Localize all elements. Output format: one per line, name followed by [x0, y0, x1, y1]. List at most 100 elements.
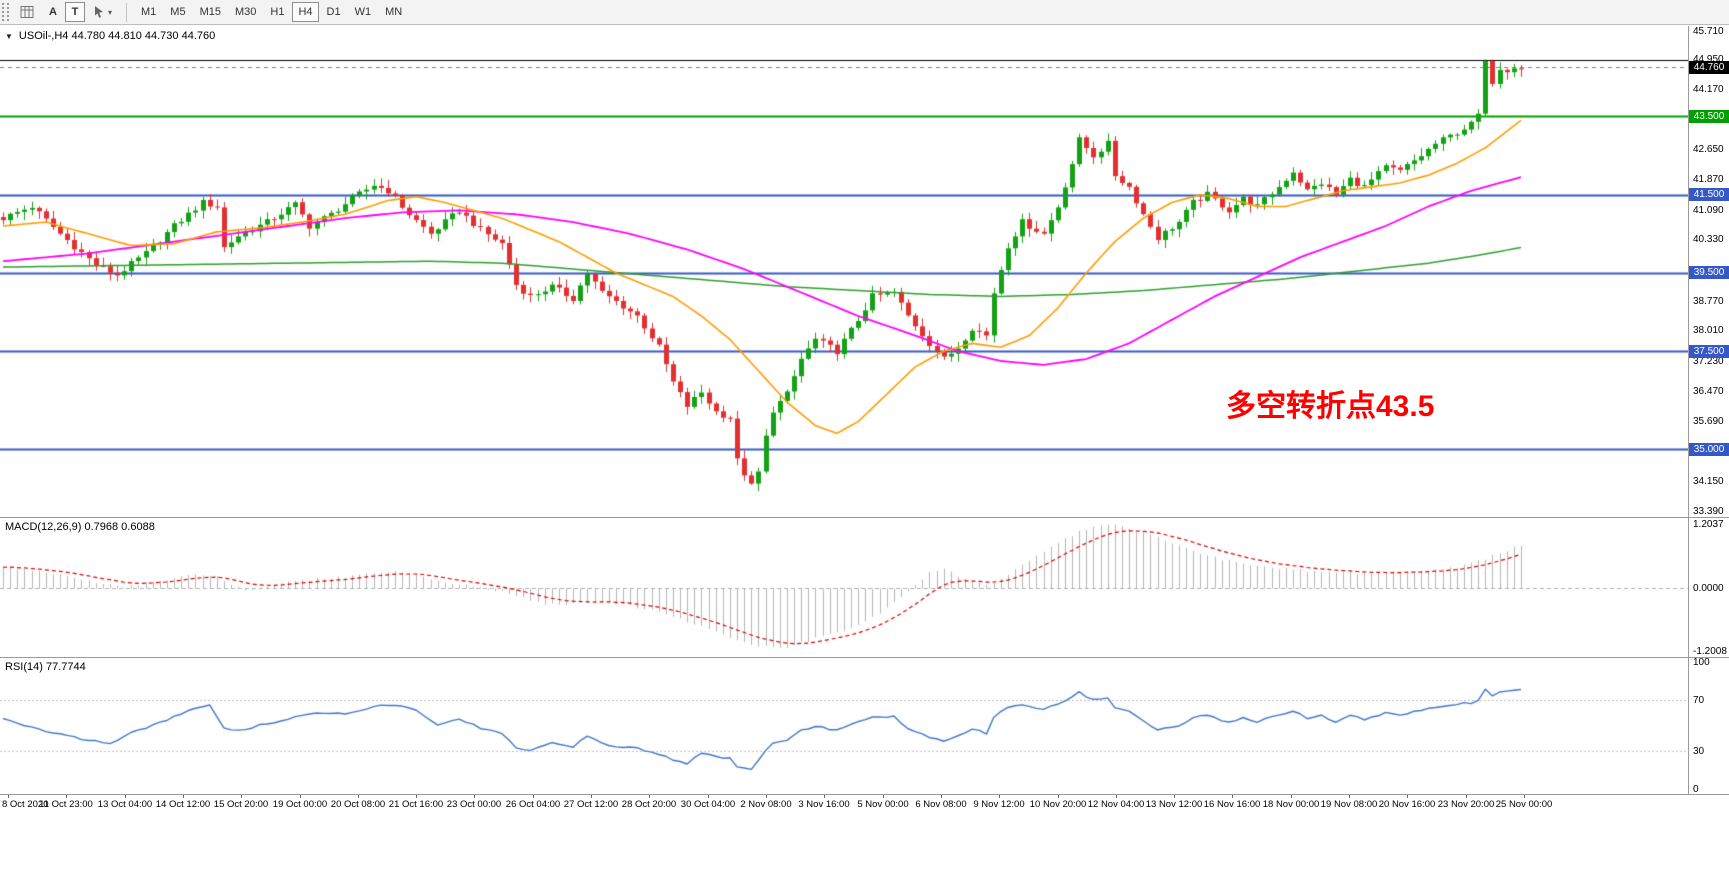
- macd-scale[interactable]: 1.2037 0.0000 -1.2008: [1689, 518, 1729, 657]
- time-label: 5 Nov 00:00: [857, 799, 909, 810]
- time-tick: [708, 795, 709, 798]
- time-label: 23 Oct 00:00: [446, 799, 502, 810]
- time-label: 9 Nov 12:00: [973, 799, 1025, 810]
- time-tick: [824, 795, 825, 798]
- dropdown-caret-icon: ▾: [108, 7, 113, 17]
- time-tick: [533, 795, 534, 798]
- price-scale[interactable]: 45.710 44.950 44.170 42.650 41.870 41.090 40.3…: [1689, 26, 1729, 517]
- time-tick: [241, 795, 242, 798]
- time-label: 10 Nov 20:00: [1029, 799, 1087, 810]
- price-tick-label: 38.770: [1693, 295, 1724, 307]
- price-tick-label: 42.650: [1693, 143, 1724, 155]
- time-label: 28 Oct 20:00: [621, 799, 677, 810]
- rsi-tick-label: 100: [1693, 657, 1710, 668]
- price-tick-label: 44.170: [1693, 84, 1724, 96]
- grid-icon[interactable]: [14, 2, 41, 22]
- text-annotation-tool[interactable]: A: [43, 2, 63, 22]
- chart-annotation: 多空转折点43.5: [1226, 390, 1435, 423]
- price-chart-canvas[interactable]: [0, 26, 1688, 517]
- time-tick: [1349, 795, 1350, 798]
- time-axis[interactable]: 8 Oct 2020 11 Oct 23:00 13 Oct 04:00 14 Oct…: [0, 795, 1729, 888]
- time-label: 12 Nov 04:00: [1087, 799, 1145, 810]
- price-tick-label: 35.690: [1693, 416, 1724, 428]
- time-tick: [358, 795, 359, 798]
- price-scale-separator: [1688, 26, 1689, 794]
- price-level-box: 37.500: [1689, 344, 1729, 358]
- time-label: 14 Oct 12:00: [155, 799, 211, 810]
- time-tick: [1466, 795, 1467, 798]
- rsi-scale[interactable]: 100 70 30 0: [1689, 657, 1729, 795]
- rsi-canvas[interactable]: [0, 658, 1688, 794]
- time-tick: [8, 795, 9, 798]
- timeframe-h4[interactable]: H4: [292, 2, 319, 22]
- chart-title: ▼ USOil-,H4 44.780 44.810 44.730 44.760: [5, 30, 215, 42]
- rsi-tick-label: 30: [1693, 745, 1705, 757]
- toolbar: A T ▾ M1 M5 M15 M30 H1 H4 D1 W1 MN: [0, 0, 1729, 25]
- macd-tick-label: 0.0000: [1693, 582, 1724, 594]
- time-tick: [1291, 795, 1292, 798]
- price-tick-label: 33.390: [1693, 506, 1724, 517]
- price-level-box: 39.500: [1689, 266, 1729, 280]
- price-tick-label: 36.470: [1693, 385, 1724, 397]
- chart-menu-icon[interactable]: ▼: [5, 31, 13, 41]
- price-tick-label: 34.150: [1693, 476, 1724, 488]
- text-label-tool[interactable]: T: [65, 2, 85, 22]
- time-label: 13 Nov 12:00: [1145, 799, 1203, 810]
- price-tick-label: 37.230: [1693, 355, 1724, 367]
- text-label-tool-label: T: [71, 6, 79, 18]
- time-label: 13 Oct 04:00: [97, 799, 153, 810]
- timeframe-m5[interactable]: M5: [170, 6, 186, 18]
- panel-separator[interactable]: [0, 517, 1729, 518]
- toolbar-grip[interactable]: [2, 3, 9, 21]
- rsi-tick-label: 70: [1693, 695, 1705, 707]
- timeframe-d1[interactable]: D1: [326, 6, 341, 18]
- time-tick: [1116, 795, 1117, 798]
- time-label: 20 Nov 16:00: [1378, 799, 1436, 810]
- time-tick: [941, 795, 942, 798]
- time-label: 19 Oct 00:00: [272, 799, 328, 810]
- time-label: 6 Nov 08:00: [915, 799, 967, 810]
- time-tick: [474, 795, 475, 798]
- time-label: 19 Nov 08:00: [1320, 799, 1378, 810]
- time-tick: [1174, 795, 1175, 798]
- macd-canvas[interactable]: [0, 518, 1688, 657]
- price-level-box: 35.000: [1689, 442, 1729, 456]
- time-tick: [125, 795, 126, 798]
- timeframe-mn[interactable]: MN: [385, 6, 403, 18]
- time-tick: [300, 795, 301, 798]
- time-label: 23 Nov 20:00: [1437, 799, 1495, 810]
- tools-group: A T ▾: [13, 0, 119, 25]
- panel-separator[interactable]: [0, 794, 1729, 795]
- timeframe-m30[interactable]: M30: [234, 6, 257, 18]
- price-tick-label: 40.330: [1693, 234, 1724, 246]
- time-tick: [1407, 795, 1408, 798]
- macd-label: MACD(12,26,9) 0.7968 0.6088: [5, 521, 155, 533]
- timeframe-m15[interactable]: M15: [199, 6, 221, 18]
- time-label: 15 Oct 20:00: [213, 799, 269, 810]
- time-tick: [416, 795, 417, 798]
- time-label: 20 Oct 08:00: [330, 799, 386, 810]
- panel-separator[interactable]: [0, 657, 1729, 658]
- time-tick: [1058, 795, 1059, 798]
- rsi-label: RSI(14) 77.7744: [5, 661, 86, 673]
- timeframe-w1[interactable]: W1: [354, 6, 372, 18]
- toolbar-separator: [126, 2, 128, 22]
- time-label: 27 Oct 12:00: [563, 799, 619, 810]
- price-level-box: 43.500: [1689, 109, 1729, 123]
- time-tick: [1524, 795, 1525, 798]
- time-tick: [999, 795, 1000, 798]
- time-tick: [591, 795, 592, 798]
- time-tick: [66, 795, 67, 798]
- cursor-tool[interactable]: ▾: [87, 2, 118, 22]
- timeframe-m1[interactable]: M1: [141, 6, 157, 18]
- time-tick: [766, 795, 767, 798]
- text-annotation-tool-label: A: [49, 6, 57, 18]
- time-label: 18 Nov 00:00: [1262, 799, 1320, 810]
- timeframe-h1[interactable]: H1: [270, 6, 285, 18]
- time-label: 26 Oct 04:00: [505, 799, 561, 810]
- time-tick: [649, 795, 650, 798]
- rsi-tick-label: 0: [1693, 784, 1699, 795]
- price-tick-label: 41.090: [1693, 204, 1724, 216]
- time-label: 8 Oct 2020: [2, 799, 49, 810]
